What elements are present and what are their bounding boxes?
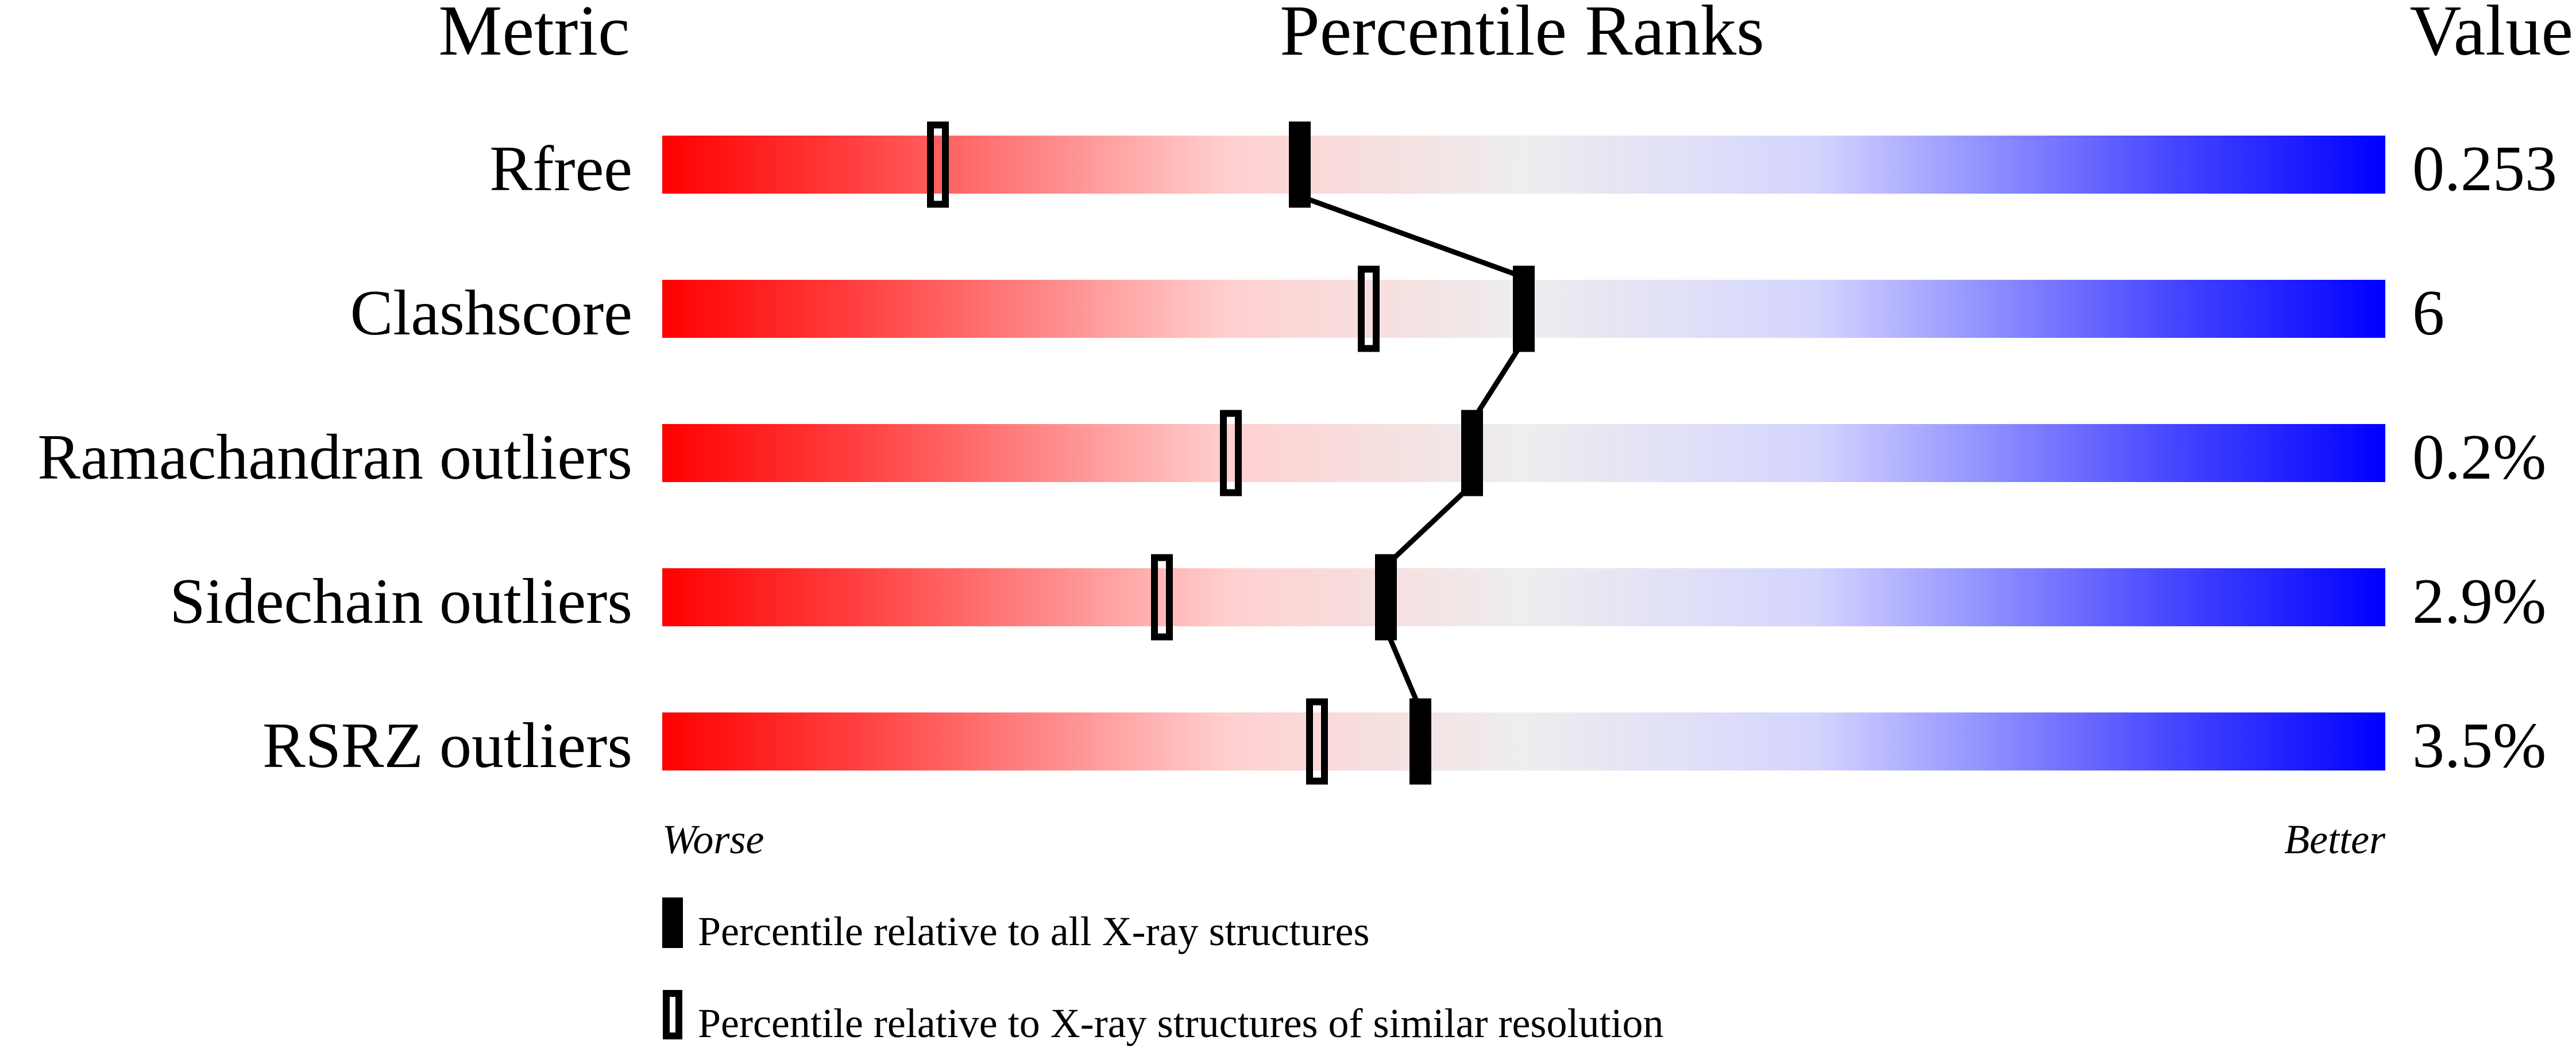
marker-similar-resolution [1306, 698, 1328, 785]
legend-label-all: Percentile relative to all X-ray structu… [698, 908, 1370, 954]
metric-label: RSRZ outliers [262, 710, 632, 781]
marker-similar-resolution [927, 121, 949, 208]
percentile-bar [662, 712, 2385, 770]
marker-all-structures [1409, 698, 1431, 785]
legend-label-similar: Percentile relative to X-ray structures … [698, 1000, 1663, 1046]
axis-label-worse: Worse [662, 816, 764, 862]
legend-open-marker-icon [663, 990, 682, 1039]
marker-similar-resolution [1358, 265, 1380, 352]
percentile-bar [662, 424, 2385, 482]
metric-value: 0.253 [2412, 133, 2557, 205]
percentile-bar [662, 568, 2385, 626]
marker-all-structures [1289, 121, 1311, 208]
connector-line [1470, 339, 1526, 423]
metric-label: Clashscore [350, 278, 632, 349]
header-value: Value [2409, 0, 2573, 71]
marker-all-structures [1461, 410, 1483, 496]
axis-label-better: Better [2284, 816, 2386, 862]
marker-similar-resolution [1151, 554, 1173, 641]
metric-label: Ramachandran outliers [37, 422, 632, 493]
header-metric: Metric [438, 0, 629, 71]
metric-value: 0.2% [2412, 422, 2546, 493]
connector-line [1299, 194, 1525, 280]
legend-filled-marker-icon [662, 897, 683, 948]
marker-similar-resolution [1220, 410, 1242, 496]
header-percentile-ranks: Percentile Ranks [1280, 0, 1764, 71]
percentile-bar [662, 136, 2385, 194]
metric-value: 6 [2412, 278, 2444, 349]
metric-label: Sidechain outliers [169, 566, 632, 637]
marker-all-structures [1375, 554, 1397, 641]
marker-all-structures [1513, 265, 1535, 352]
metric-label: Rfree [489, 133, 632, 205]
connector-line [1384, 483, 1474, 568]
connector-line [1383, 627, 1423, 711]
metric-value: 2.9% [2412, 566, 2546, 637]
metric-value: 3.5% [2412, 710, 2546, 781]
